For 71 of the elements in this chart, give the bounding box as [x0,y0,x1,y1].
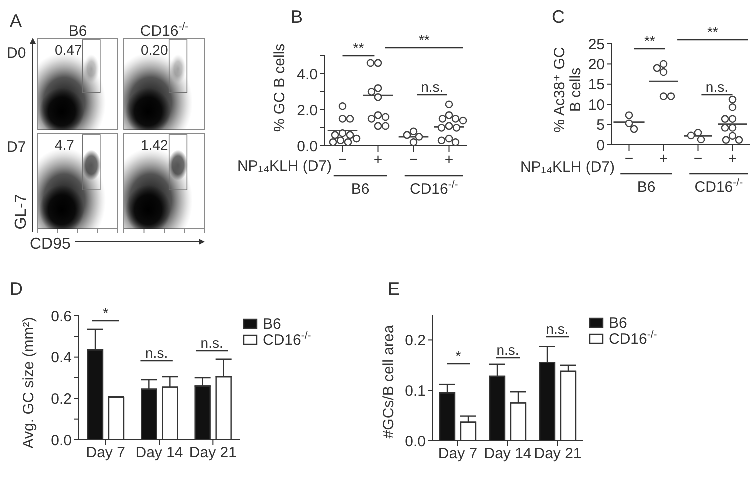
annotation: n.s. [200,335,224,351]
y-tick-label: 2.0 [297,102,318,120]
annotation: * [103,305,110,321]
text: B6 [637,179,656,196]
x-axis-title: NP₁₄KLH (D7) [237,158,332,175]
annotation: n.s. [146,345,168,361]
x-tick-label: Day 7 [86,444,126,462]
legend-label: CD16$^{-/-}$ [609,329,658,348]
text: ** [707,24,719,40]
x-tick-label: Day 14 [136,444,184,462]
x-axis-title: NP₁₄KLH (D7) [520,159,615,176]
text: A [10,11,22,31]
chart-title: E [388,279,400,299]
x-tick-label: Day 7 [438,446,478,463]
y-axis-title: Avg. GC size (mm²) [20,317,38,449]
chart-title: D [10,279,23,299]
x-tick-label: Day 21 [534,446,582,463]
text: CD95 [30,236,72,253]
text: 0.20 [141,42,168,58]
legend-label: B6 [609,315,628,332]
y-tick-label: 5 [596,117,605,134]
x-tick-label: − [338,152,348,169]
y-axis-title: % Ac38⁺ GC B cells [551,47,584,133]
annotation: n.s. [496,342,520,358]
text: 0.47 [55,42,82,58]
y-tick-label: 25 [588,36,605,54]
annotation: ** [644,33,656,49]
x-tick-label: − [624,150,634,168]
text: B6 [351,181,370,198]
x-tick-label: Day 21 [189,444,237,462]
y-axis-title: % GC B cells [271,44,288,132]
x-tick-label: Day 14 [484,446,532,463]
x-tick-label: − [694,150,703,168]
category-label: D7 [7,139,26,156]
chart-title: C [552,7,565,27]
y-tick-label: 0 [596,137,605,154]
y-tick-label: 0.6 [51,308,72,326]
text: CD16$^{-/-}$ [694,177,744,196]
category-label: B6 [68,23,88,40]
chart-title: B [291,7,304,27]
text: CD16$^{-/-}$ [410,179,459,198]
legend-label: B6 [263,316,282,333]
y-tick-label: 4.0 [297,66,318,84]
y-tick-label: 0.2 [405,332,426,350]
y-tick-label: 0.4 [51,350,72,367]
annotation: n.s. [706,79,729,95]
y-tick-label: 0.2 [51,390,72,408]
y-tick-label: 0.1 [405,382,426,400]
category-label: D0 [7,45,26,62]
text: ** [418,32,430,48]
text: 1.42 [141,137,168,153]
y-tick-label: 0.0 [405,433,426,450]
x-tick-label: + [444,152,454,169]
annotation: n.s. [546,321,569,337]
y-tick-label: 0.0 [297,138,318,156]
y-tick-label: 20 [588,56,605,74]
x-tick-label: + [728,150,738,168]
annotation: ** [353,40,365,56]
x-tick-label: + [659,150,668,168]
annotation: * [456,348,462,364]
y-axis-title: #GCs/B cell area [380,324,398,439]
annotation: n.s. [421,79,444,95]
legend-label: CD16$^{-/-}$ [263,330,312,349]
category-label: CD16$^{-/-}$ [140,21,190,40]
y-tick-label: 0.0 [51,432,72,450]
y-tick-label: 15 [588,76,605,94]
y-tick-label: 10 [588,96,605,114]
text: GL-7 [13,194,30,230]
text: 4.7 [55,137,75,153]
x-tick-label: − [409,152,418,169]
x-tick-label: + [374,152,383,169]
